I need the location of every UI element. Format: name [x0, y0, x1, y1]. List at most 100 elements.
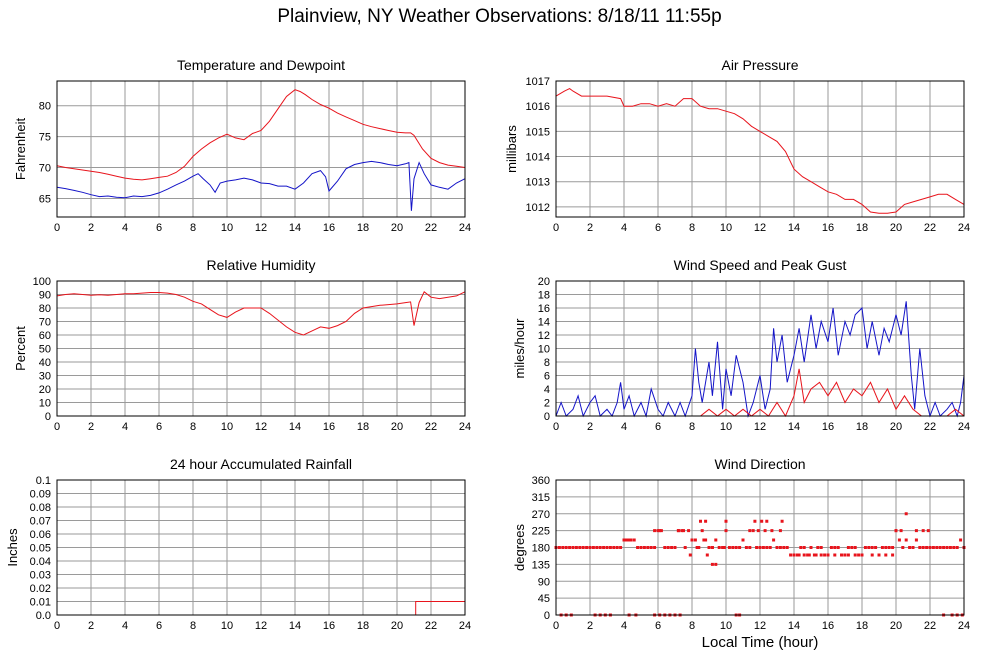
data-point [568, 546, 572, 549]
data-point [884, 553, 888, 557]
chart-humidity: 0 2 4 6 8 10 12 14 16 18 20 22 240102030405060708090… [13, 257, 471, 433]
chart-title: Air Pressure [721, 57, 798, 73]
data-point [770, 529, 774, 533]
x-tick-label: 16 [822, 620, 834, 632]
y-tick-label: 1015 [526, 126, 550, 138]
x-tick-label: 6 [655, 421, 661, 433]
data-point [853, 553, 857, 557]
data-point [721, 546, 725, 549]
data-point [806, 553, 810, 557]
data-point [833, 546, 837, 549]
x-tick-label: 2 [88, 222, 94, 234]
data-point [710, 562, 714, 566]
x-tick-label: 2 [587, 620, 593, 632]
data-point [705, 553, 709, 557]
data-point [564, 546, 568, 549]
y-tick-label: 65 [39, 193, 51, 205]
series-line-0 [56, 89, 466, 181]
x-tick-label: 16 [323, 222, 335, 234]
data-point [931, 546, 935, 549]
y-tick-label: 45 [538, 593, 550, 605]
y-tick-label: 10 [538, 344, 550, 356]
data-point [695, 546, 699, 549]
y-tick-label: 8 [544, 357, 550, 369]
x-tick-label: 10 [221, 421, 233, 433]
data-point [792, 553, 796, 557]
data-point [624, 538, 628, 542]
x-tick-label: 12 [255, 620, 267, 632]
x-tick-label: 24 [459, 620, 471, 632]
y-tick-label: 1012 [526, 202, 550, 214]
y-tick-label: 0.07 [30, 516, 51, 528]
x-tick-label: 24 [958, 421, 970, 433]
data-point [955, 546, 959, 549]
data-point [782, 546, 786, 549]
data-point [738, 546, 742, 549]
x-tick-label: 0 [553, 620, 559, 632]
y-tick-label: 0.01 [30, 597, 51, 609]
x-tick-label: 20 [391, 620, 403, 632]
data-point [846, 546, 850, 549]
data-point [775, 546, 779, 549]
x-tick-label: 10 [221, 222, 233, 234]
data-point [765, 546, 769, 549]
data-point [819, 553, 823, 557]
x-tick-label: 18 [357, 222, 369, 234]
data-point [682, 529, 685, 533]
x-tick-label: 8 [689, 222, 695, 234]
series-line-0 [555, 301, 965, 418]
x-tick-label: 4 [621, 421, 627, 433]
data-point [763, 529, 767, 533]
y-tick-label: 0.04 [30, 556, 51, 568]
data-point [756, 529, 760, 533]
data-point [704, 519, 708, 523]
data-point [714, 562, 718, 566]
data-point [598, 546, 602, 549]
data-point [802, 553, 806, 557]
y-tick-label: 1016 [526, 101, 550, 113]
x-tick-label: 12 [255, 222, 267, 234]
x-tick-label: 22 [425, 620, 437, 632]
y-tick-label: 60 [39, 330, 51, 342]
y-axis-label: miles/hour [512, 318, 527, 379]
y-tick-label: 70 [39, 163, 51, 175]
x-tick-label: 0 [553, 421, 559, 433]
data-point [615, 546, 619, 549]
data-point [659, 529, 663, 533]
data-point [581, 546, 585, 549]
x-tick-label: 6 [156, 421, 162, 433]
data-point [938, 546, 942, 549]
data-point [812, 553, 816, 557]
data-point [921, 546, 925, 549]
y-axis-label: Percent [13, 326, 28, 371]
data-point [942, 546, 946, 549]
data-point [778, 529, 782, 533]
x-tick-label: 20 [890, 421, 902, 433]
data-point [846, 553, 850, 557]
data-point [602, 546, 606, 549]
y-tick-label: 315 [532, 492, 550, 504]
data-point [588, 546, 592, 549]
data-point [887, 546, 891, 549]
chart-title: Relative Humidity [207, 257, 316, 273]
y-tick-label: 70 [39, 317, 51, 329]
data-point [935, 546, 939, 549]
data-point [948, 546, 952, 549]
y-tick-label: 100 [33, 276, 51, 288]
chart-pressure: 0 2 4 6 8 10 12 14 16 18 20 22 241012101310141015101… [504, 57, 970, 234]
y-tick-label: 20 [39, 384, 51, 396]
data-point [605, 546, 609, 549]
y-tick-label: 14 [538, 317, 550, 329]
data-point [704, 538, 708, 542]
y-tick-label: 2 [544, 398, 550, 410]
data-point [928, 546, 932, 549]
x-tick-label: 0 [553, 222, 559, 234]
y-tick-label: 90 [39, 290, 51, 302]
x-tick-label: 0 [54, 620, 60, 632]
data-point [826, 553, 830, 557]
x-tick-label: 8 [190, 222, 196, 234]
x-tick-label: 24 [459, 421, 471, 433]
data-point [850, 546, 854, 549]
x-tick-label: 6 [156, 620, 162, 632]
chart-direction: 0 2 4 6 8 10 12 14 16 18 20 22 240459013518022527031… [512, 456, 970, 632]
